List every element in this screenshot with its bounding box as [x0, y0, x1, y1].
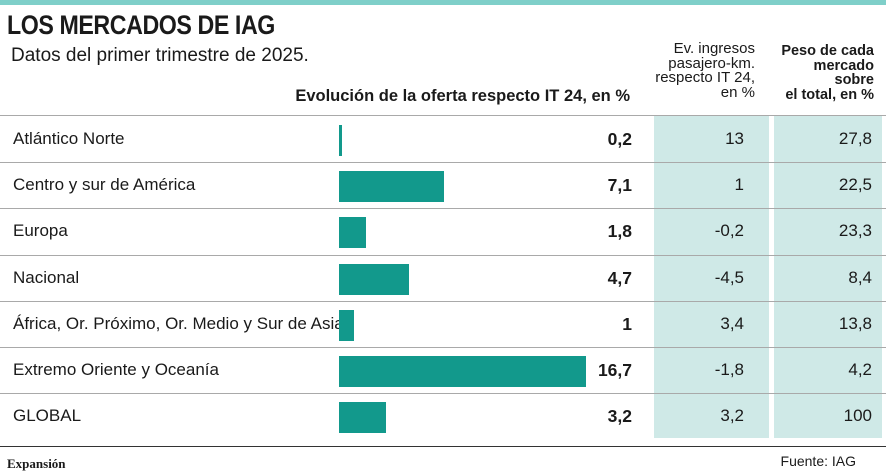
revenue-column-header: Ev. ingresos pasajero-km. respecto IT 24… [640, 40, 755, 101]
weight-value: 27,8 [838, 129, 872, 148]
brand-logo: Expansión [7, 456, 66, 471]
weight-value: 22,5 [838, 175, 872, 194]
weight-header-line: el total, en % [785, 86, 874, 103]
revenue-value: 3,2 [720, 406, 744, 425]
row-divider [0, 347, 886, 348]
table-row: Extremo Oriente y Oceanía 16,7 -1,8 4,2 [0, 347, 886, 393]
offer-value-label: 3,2 [607, 406, 632, 426]
revenue-header-line: en % [720, 83, 755, 101]
chart-title: LOS MERCADOS DE IAG [7, 10, 275, 40]
table-row: Centro y sur de América 7,1 1 22,5 [0, 162, 886, 208]
category-label: África, Or. Próximo, Or. Medio y Sur de … [13, 314, 344, 333]
table-row: GLOBAL 3,2 3,2 100 [0, 393, 886, 439]
revenue-header-line: pasajero-km. [668, 54, 755, 72]
weight-value: 4,2 [848, 360, 872, 379]
weight-header-line: Peso de cada [781, 43, 874, 59]
offer-value-label: 1,8 [607, 221, 632, 241]
row-divider [0, 393, 886, 394]
offer-bar [339, 125, 342, 156]
revenue-value: 1 [734, 175, 744, 194]
revenue-value: 3,4 [720, 314, 744, 333]
row-divider [0, 301, 886, 302]
category-label: Extremo Oriente y Oceanía [13, 360, 219, 379]
top-accent-rule [0, 0, 886, 5]
category-label: Centro y sur de América [13, 175, 196, 194]
weight-value: 8,4 [848, 268, 872, 287]
row-divider [0, 208, 886, 209]
category-label: GLOBAL [13, 406, 82, 425]
offer-column-header: Evolución de la oferta respecto IT 24, e… [295, 87, 630, 105]
revenue-value: 13 [725, 129, 744, 148]
table-row: Atlántico Norte 0,2 13 27,8 [0, 116, 886, 162]
offer-value-label: 0,2 [607, 129, 632, 149]
category-label: Europa [13, 221, 68, 240]
weight-column-shade [774, 116, 882, 438]
chart-subtitle: Datos del primer trimestre de 2025. [11, 45, 309, 66]
row-divider [0, 115, 886, 116]
offer-value-label: 7,1 [607, 175, 632, 195]
offer-bar [339, 310, 354, 341]
category-label: Nacional [13, 268, 80, 287]
revenue-header-line: respecto IT 24, [655, 69, 755, 86]
revenue-header-line: Ev. ingresos [673, 40, 755, 57]
table-row: Europa 1,8 -0,2 23,3 [0, 208, 886, 254]
row-divider [0, 255, 886, 256]
weight-value: 23,3 [838, 221, 872, 240]
revenue-value: -1,8 [714, 360, 744, 379]
footer-rule [0, 446, 886, 447]
offer-value-label: 1 [622, 314, 632, 334]
row-divider [0, 162, 886, 163]
offer-value-label: 16,7 [597, 360, 632, 380]
table-row: Nacional 4,7 -4,5 8,4 [0, 255, 886, 301]
offer-bar [339, 171, 444, 202]
offer-bar [339, 356, 586, 387]
offer-bar [339, 402, 387, 433]
weight-value: 13,8 [838, 314, 872, 333]
weight-header-line: mercado [813, 57, 874, 74]
offer-bar [339, 264, 409, 295]
offer-value-label: 4,7 [607, 268, 632, 288]
table-row: África, Or. Próximo, Or. Medio y Sur de … [0, 301, 886, 347]
weight-column-header: Peso de cada mercado sobre el total, en … [760, 44, 874, 102]
weight-value: 100 [843, 406, 872, 425]
category-label: Atlántico Norte [13, 129, 125, 148]
weight-header-line: sobre [834, 72, 875, 88]
source-note: Fuente: IAG [780, 453, 856, 469]
revenue-value: -4,5 [714, 268, 744, 287]
revenue-column-shade [654, 116, 769, 438]
revenue-value: -0,2 [714, 221, 744, 240]
offer-bar [339, 217, 366, 248]
